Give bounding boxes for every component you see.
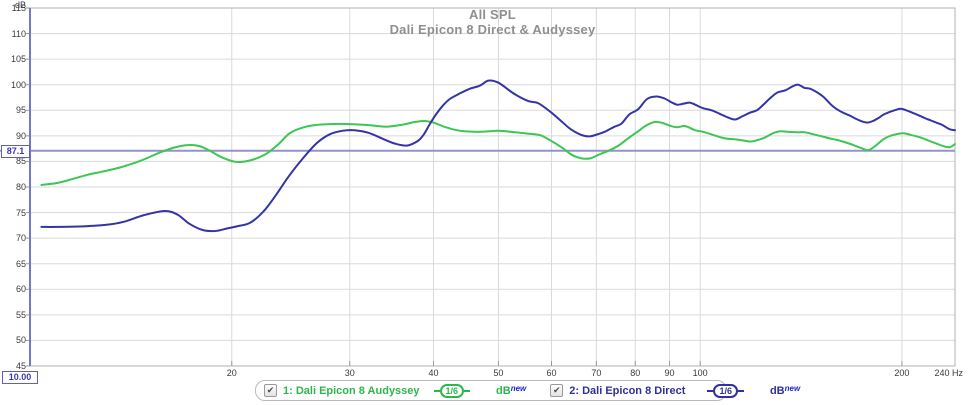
trace1-unit: dBnew	[496, 384, 527, 397]
x-tick-label: 60	[546, 368, 557, 378]
y-tick-label: 65	[15, 258, 26, 269]
y-tick-label: 60	[15, 284, 26, 295]
y-tick-label: 85	[15, 156, 26, 167]
cursor-frequency-readout[interactable]: 10.00	[2, 371, 38, 384]
badge-stub-icon	[707, 389, 714, 392]
trace1-checkbox[interactable]: ✔	[264, 384, 277, 397]
trace2-smoothing-value[interactable]: 1/6	[713, 383, 738, 398]
y-tick-label: 45	[15, 361, 26, 371]
y-tick-label: 95	[15, 105, 26, 116]
chart-title: All SPL	[469, 7, 516, 22]
y-tick-label: 100	[10, 79, 26, 90]
x-axis-end-label: 240 Hz	[934, 368, 963, 378]
trace2-checkbox[interactable]: ✔	[550, 384, 564, 397]
trace1-smoothing-badge[interactable]: 1/6	[433, 383, 471, 398]
badge-stub-icon	[464, 389, 471, 392]
legend-entry-audyssey: ✔ 1: Dali Epicon 8 Audyssey 1/6 dBnew	[264, 383, 527, 398]
trace1-unit-new-flag: new	[510, 384, 527, 393]
x-tick-label: 20	[226, 368, 237, 378]
trace2-label[interactable]: 2: Dali Epicon 8 Direct	[569, 384, 686, 397]
y-tick-label: 50	[15, 335, 26, 346]
y-tick-label: 75	[15, 207, 26, 218]
y-tick-label: 105	[10, 54, 26, 65]
x-tick-label: 90	[664, 368, 675, 378]
trace2-smoothing-badge[interactable]: 1/6	[707, 383, 744, 398]
y-tick-label: 110	[11, 28, 26, 39]
y-tick-label: 55	[15, 309, 26, 320]
chart-titles: All SPL Dali Epicon 8 Direct & Audyssey	[30, 7, 955, 37]
x-tick-label: 80	[630, 368, 641, 378]
y-axis-unit-label: dB	[14, 0, 26, 10]
trace2-unit-new-flag: new	[784, 384, 801, 393]
x-tick-label: 30	[344, 368, 355, 378]
trace-direct	[40, 79, 956, 233]
trace1-label[interactable]: 1: Dali Epicon 8 Audyssey	[283, 384, 420, 397]
target-level-readout[interactable]: 87.1	[1, 145, 30, 158]
trace1-smoothing-value[interactable]: 1/6	[439, 383, 465, 398]
x-tick-label: 70	[591, 368, 602, 378]
trace2-unit: dBnew	[769, 384, 801, 397]
y-tick-label: 90	[15, 130, 26, 141]
legend-bar: ✔ 1: Dali Epicon 8 Audyssey 1/6 dBnew ✔ …	[255, 380, 800, 401]
x-tick-label: 100	[692, 368, 708, 378]
badge-stub-icon	[433, 389, 440, 392]
y-tick-label: 115	[11, 3, 26, 13]
trace-audyssey	[40, 119, 956, 186]
x-tick-label: 200	[894, 368, 910, 378]
x-tick-label: 50	[493, 368, 504, 378]
y-tick-label: 80	[15, 182, 26, 192]
chart-subtitle: Dali Epicon 8 Direct & Audyssey	[389, 22, 596, 37]
badge-stub-icon	[737, 389, 744, 392]
x-tick-label: 40	[428, 368, 439, 378]
legend-entry-direct: ✔ 2: Dali Epicon 8 Direct 1/6 dBnew	[550, 383, 801, 398]
y-tick-label: 70	[15, 233, 26, 244]
